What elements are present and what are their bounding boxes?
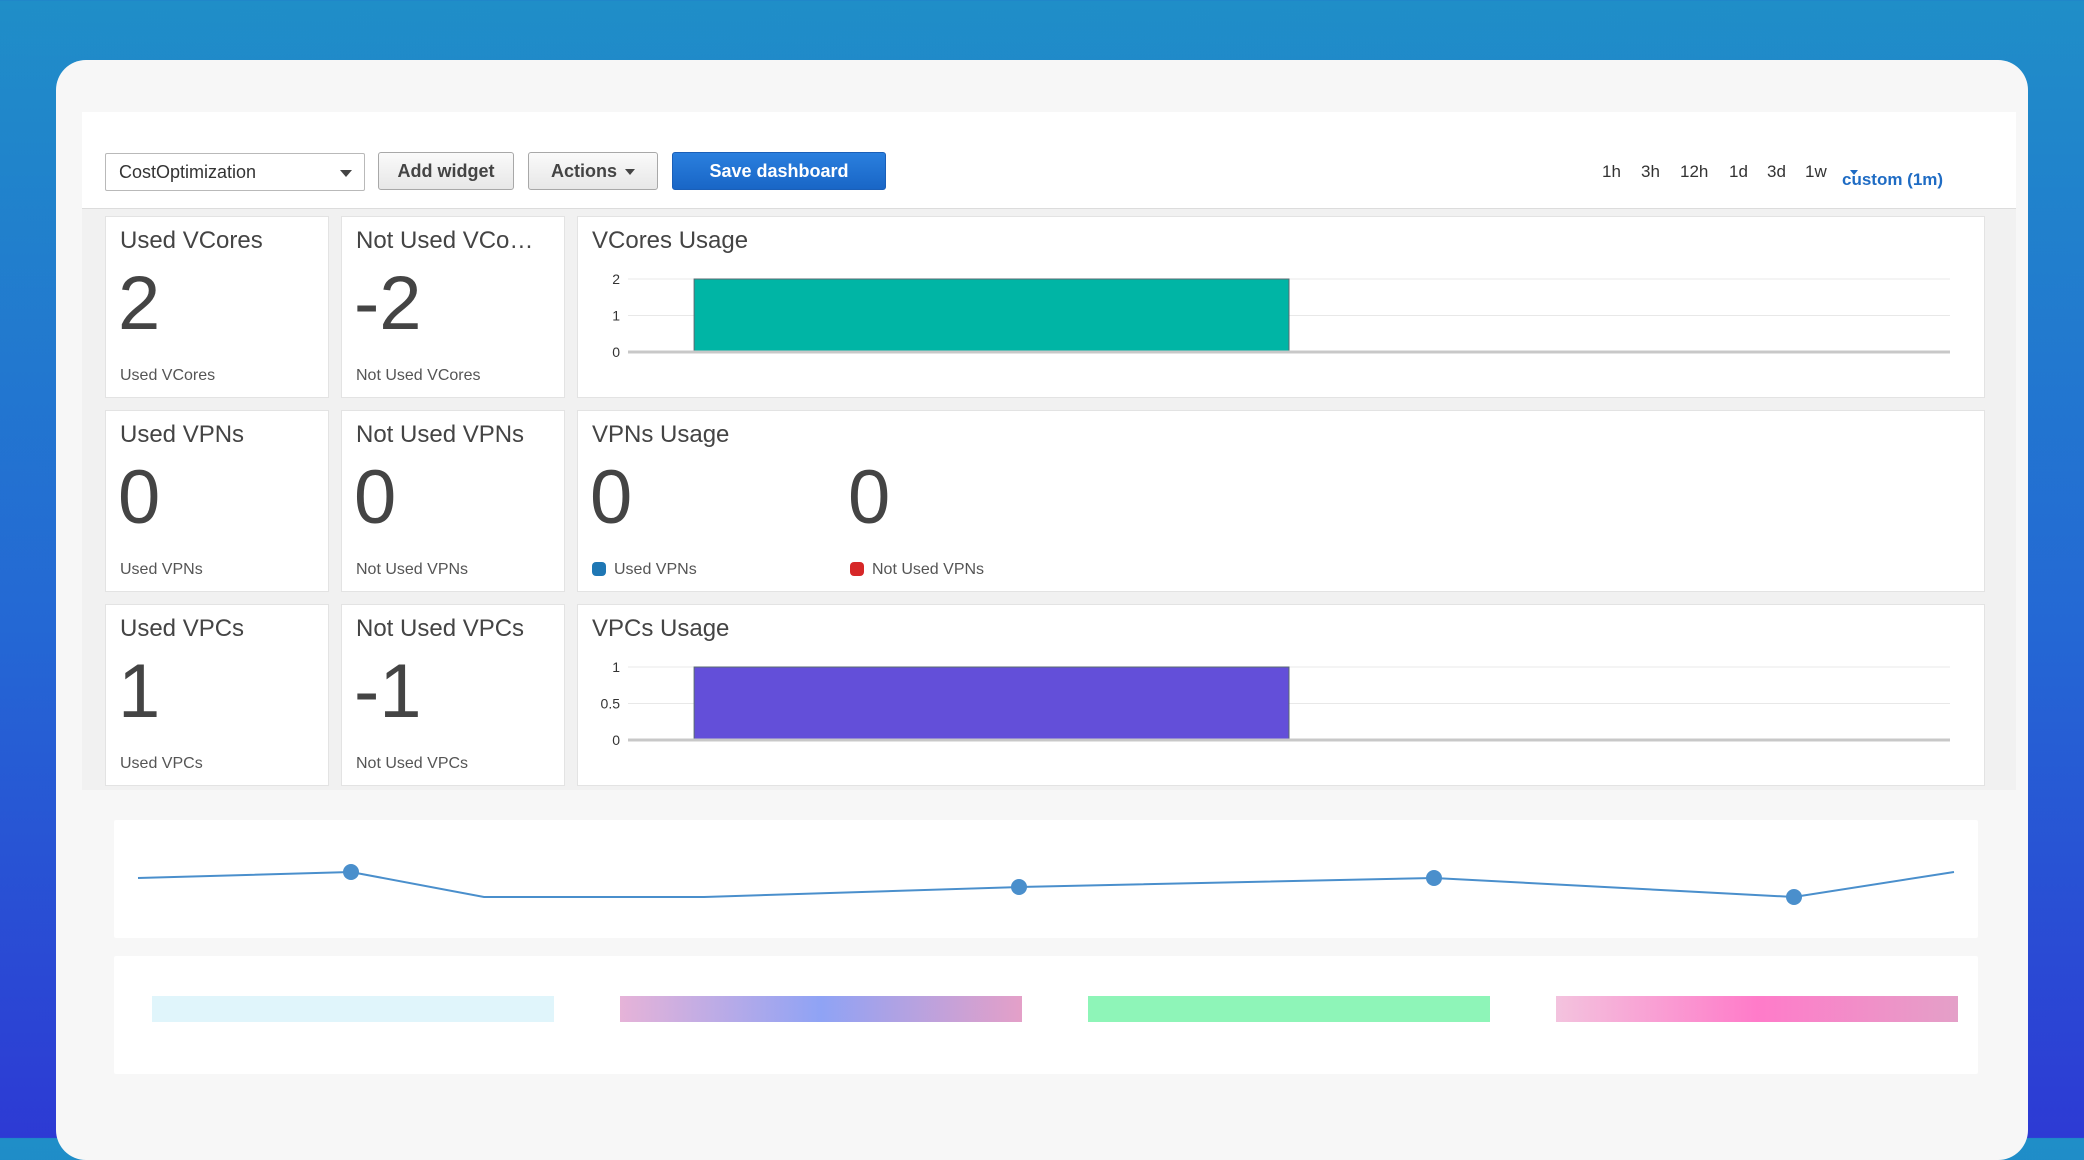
y-tick-label: 1 xyxy=(612,308,620,324)
widget-label: Used VPCs xyxy=(120,755,203,772)
widget-title: Not Used VPCs xyxy=(356,615,525,642)
range-12h[interactable]: 12h xyxy=(1680,162,1709,181)
legend-not-used-vpns: Not Used VPNs xyxy=(850,561,984,579)
chevron-down-icon xyxy=(340,170,352,177)
dashboard-select-value: CostOptimization xyxy=(119,162,257,182)
legend-label: Not Used VPNs xyxy=(872,561,985,578)
window-frame: CostOptimization Add widget Actions Save… xyxy=(56,60,2028,1160)
vcores-usage-chart: 0 1 2 xyxy=(612,271,1950,360)
y-tick-label: 1 xyxy=(612,659,620,675)
decorative-swatch-panel xyxy=(114,956,1978,1074)
widget-title: Used VPCs xyxy=(120,615,245,642)
widget-value: 0 xyxy=(354,455,397,540)
widget-label: Not Used VPCs xyxy=(356,755,469,772)
widget-label: Not Used VPNs xyxy=(356,561,469,578)
range-3d[interactable]: 3d xyxy=(1767,162,1786,181)
y-tick-label: 0 xyxy=(612,344,620,360)
save-dashboard-button[interactable]: Save dashboard xyxy=(672,152,886,190)
legend-swatch-icon xyxy=(592,562,606,576)
widget-title: Not Used VPNs xyxy=(356,421,525,448)
dashboard: CostOptimization Add widget Actions Save… xyxy=(82,112,2016,790)
gradient-swatch xyxy=(1556,996,1958,1022)
range-1h[interactable]: 1h xyxy=(1602,162,1621,181)
actions-label: Actions xyxy=(550,161,617,181)
widget-used-vpcs[interactable]: Used VPCs 1 Used VPCs xyxy=(105,604,329,786)
widget-vcores-usage[interactable]: VCores Usage 0 1 2 xyxy=(577,216,1985,398)
range-1w[interactable]: 1w xyxy=(1805,162,1827,181)
range-1d[interactable]: 1d xyxy=(1729,162,1748,181)
gradient-swatch xyxy=(620,996,1022,1022)
widget-value: 2 xyxy=(118,261,161,346)
widget-title: Used VCores xyxy=(120,227,263,254)
widget-vpns-usage[interactable]: VPNs Usage 0 0 Used VPNs Not Used VPNs xyxy=(577,410,1985,592)
y-tick-label: 0 xyxy=(612,732,620,748)
y-tick-label: 0.5 xyxy=(601,696,621,712)
decorative-line-icon xyxy=(137,864,1955,905)
bar xyxy=(693,278,1290,353)
decorative-line-panel xyxy=(114,820,1978,938)
dashboard-select[interactable]: CostOptimization xyxy=(105,153,365,191)
widget-used-vpns[interactable]: Used VPNs 0 Used VPNs xyxy=(105,410,329,592)
y-tick-label: 2 xyxy=(612,271,620,287)
widget-used-vcores[interactable]: Used VCores 2 Used VCores xyxy=(105,216,329,398)
actions-button[interactable]: Actions xyxy=(528,152,658,190)
widget-value: -1 xyxy=(354,649,422,734)
widget-value: -2 xyxy=(354,261,422,346)
widget-title: VCores Usage xyxy=(592,227,749,254)
widget-title: VPCs Usage xyxy=(592,615,730,642)
widget-label: Used VPNs xyxy=(120,561,203,578)
widget-label: Used VCores xyxy=(120,367,216,384)
dashboard-toolbar: CostOptimization Add widget Actions Save… xyxy=(82,112,2016,209)
widget-value: 1 xyxy=(118,649,161,734)
widget-value: 0 xyxy=(118,455,161,540)
widget-label: Not Used VCores xyxy=(356,367,481,384)
range-custom-label: custom (1m) xyxy=(1842,170,1944,189)
widget-not-used-vpns[interactable]: Not Used VPNs 0 Not Used VPNs xyxy=(341,410,565,592)
widget-title: Not Used VCo… xyxy=(356,227,534,254)
used-vpns-value: 0 xyxy=(590,455,633,540)
widget-not-used-vpcs[interactable]: Not Used VPCs -1 Not Used VPCs xyxy=(341,604,565,786)
legend-swatch-icon xyxy=(850,562,864,576)
legend-label: Used VPNs xyxy=(614,561,697,578)
add-widget-button[interactable]: Add widget xyxy=(378,152,514,190)
gradient-swatch xyxy=(152,996,554,1022)
widget-not-used-vcores[interactable]: Not Used VCo… -2 Not Used VCores xyxy=(341,216,565,398)
not-used-vpns-value: 0 xyxy=(848,455,891,540)
range-3h[interactable]: 3h xyxy=(1641,162,1660,181)
gradient-swatch xyxy=(1088,996,1490,1022)
widget-title: VPNs Usage xyxy=(592,421,730,448)
widget-vpcs-usage[interactable]: VPCs Usage 0 0.5 1 xyxy=(577,604,1985,786)
chevron-down-icon xyxy=(625,169,635,176)
legend-used-vpns: Used VPNs xyxy=(592,561,697,579)
bar xyxy=(693,666,1290,741)
widget-title: Used VPNs xyxy=(120,421,245,448)
vpcs-usage-chart: 00.51 xyxy=(601,659,1950,748)
chevron-down-icon xyxy=(1850,170,1858,175)
